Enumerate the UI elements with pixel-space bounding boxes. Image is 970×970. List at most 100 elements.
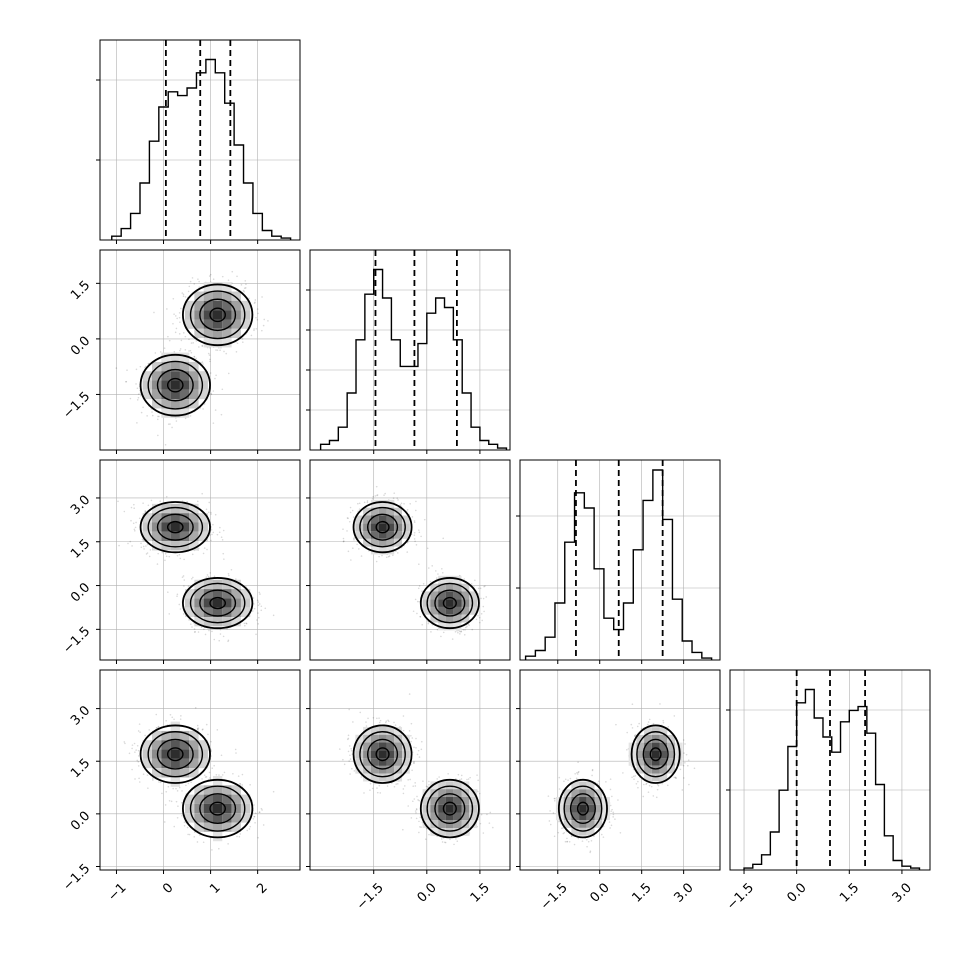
density-cell: [189, 503, 199, 514]
scatter-point: [441, 571, 444, 574]
histogram-panel-2: [516, 459, 721, 664]
scatter-point: [189, 349, 192, 352]
scatter-point: [357, 502, 359, 505]
density-cell: [203, 291, 213, 301]
density-cell: [161, 361, 171, 372]
scatter-point: [252, 603, 255, 605]
scatter-point: [417, 587, 420, 590]
scatter-point: [147, 787, 149, 789]
scatter-point: [464, 629, 466, 631]
scatter-point: [225, 352, 228, 355]
scatter-point: [342, 540, 345, 543]
scatter-point: [205, 508, 208, 511]
scatter-point: [128, 752, 131, 755]
scatter-point: [387, 555, 390, 558]
scatter-point: [216, 533, 219, 536]
density-cell: [453, 614, 462, 623]
density-cell: [402, 531, 410, 539]
scatter-point: [442, 537, 445, 540]
scatter-point: [189, 415, 192, 417]
density-cell: [142, 513, 152, 523]
scatter-point: [258, 591, 261, 594]
scatter-point: [142, 773, 145, 776]
density-cell: [370, 515, 379, 524]
scatter-point: [415, 500, 417, 503]
contour-1-2: [434, 589, 466, 617]
density-cell: [461, 614, 470, 623]
scatter-point: [201, 344, 204, 347]
scatter-point: [220, 536, 223, 539]
density-cell: [445, 622, 454, 631]
scatter-point: [376, 494, 379, 496]
density-cell: [212, 282, 223, 292]
scatter-point: [123, 741, 126, 743]
scatter-point: [167, 785, 170, 788]
density-cell: [152, 361, 162, 372]
scatter-point: [263, 318, 266, 321]
scatter-point: [378, 555, 380, 558]
density-cell: [142, 380, 152, 390]
density-cell: [231, 589, 241, 599]
scatter-point: [130, 519, 132, 522]
density-cell: [240, 319, 251, 329]
scatter-point: [161, 792, 163, 795]
density-cell: [212, 300, 223, 311]
density-cell: [198, 380, 208, 390]
scatter-point: [138, 517, 141, 520]
scatter-point: [418, 531, 421, 534]
scatter-point: [191, 553, 194, 556]
scatter-point: [190, 342, 193, 344]
density-cell: [370, 507, 379, 516]
contour-0-3: [166, 520, 184, 534]
density-cell: [161, 371, 171, 381]
scatter-point: [399, 504, 402, 506]
scatter-point: [159, 351, 162, 353]
scatter-point: [188, 338, 190, 341]
density-cell: [438, 599, 446, 607]
scatter-point: [209, 358, 211, 361]
scatter-point: [210, 511, 212, 514]
scatter-point: [256, 599, 259, 602]
scatter-point: [226, 627, 228, 630]
scatter-point: [145, 545, 147, 547]
scatter-point: [125, 380, 128, 383]
scatter-point: [176, 595, 178, 598]
scatter-point: [188, 619, 190, 621]
density-cell: [430, 599, 439, 607]
scatter-point: [144, 366, 146, 369]
scatter-point: [460, 631, 462, 633]
contour-1-2: [199, 298, 237, 332]
density-cell: [453, 583, 462, 592]
density-cell: [179, 399, 190, 409]
scatter-panel-3-0: −1.50.01.53.0−1 0 1 2: [60, 669, 301, 905]
scatter-point: [392, 497, 395, 500]
density-cell: [212, 338, 223, 348]
scatter-point: [147, 362, 150, 365]
scatter-point: [255, 633, 257, 636]
scatter-point: [228, 574, 230, 577]
scatter-point: [123, 510, 126, 513]
scatter-point: [435, 577, 438, 579]
scatter-point: [202, 552, 205, 555]
scatter-point: [136, 744, 139, 747]
scatter-point: [414, 598, 417, 601]
contour-0-1: [147, 506, 204, 548]
scatter-point: [168, 613, 171, 615]
scatter-point: [180, 339, 183, 342]
density-cell: [231, 598, 241, 608]
scatter-point: [257, 623, 259, 625]
scatter-point: [164, 552, 167, 555]
scatter-point: [222, 552, 225, 555]
scatter-point: [459, 633, 461, 635]
density-cell: [394, 523, 403, 532]
scatter-point: [135, 383, 137, 385]
density-cell: [422, 599, 431, 607]
scatter-point: [168, 555, 171, 558]
density-cell: [212, 291, 223, 301]
scatter-point: [178, 312, 181, 314]
scatter-point: [139, 731, 141, 733]
scatter-point: [242, 289, 245, 292]
scatter-point: [195, 340, 198, 342]
scatter-point: [419, 616, 422, 618]
scatter-point: [153, 311, 155, 314]
